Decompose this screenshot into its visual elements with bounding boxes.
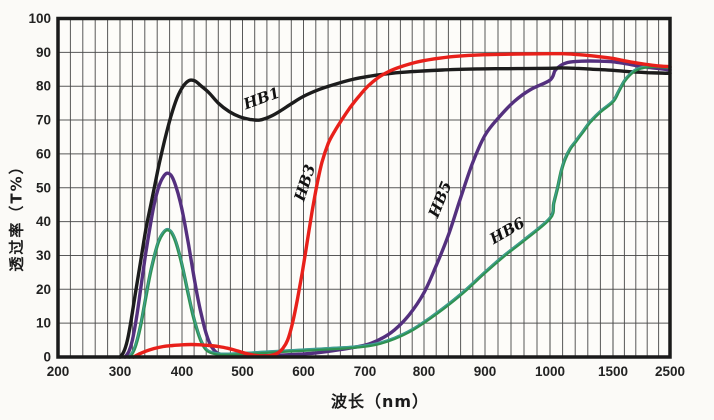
x-tick-label: 900 — [474, 364, 497, 379]
x-tick-label: 300 — [109, 364, 132, 379]
y-tick-label: 30 — [36, 248, 51, 263]
plot-border — [56, 16, 672, 359]
x-axis-title: 波长（nm） — [330, 392, 430, 411]
x-tick-label: 1000 — [535, 364, 565, 379]
curve-HB6 — [127, 64, 672, 359]
y-tick-label: 20 — [36, 282, 51, 297]
y-tick-label: 90 — [36, 45, 51, 60]
y-tick-label: 60 — [36, 146, 51, 161]
x-tick-label: 500 — [231, 364, 254, 379]
x-tick-label: 800 — [413, 364, 436, 379]
curve-HB3 — [131, 51, 672, 359]
y-axis-title: 透过率（T%） — [7, 157, 26, 272]
y-tick-label: 80 — [36, 79, 51, 94]
curve-HB5 — [123, 59, 672, 359]
y-tick-label: 100 — [28, 11, 51, 26]
x-tick-label: 600 — [292, 364, 315, 379]
x-tick-label: 400 — [171, 364, 194, 379]
curve-HB6-edge — [128, 64, 671, 357]
y-tick-label: 10 — [36, 316, 51, 331]
x-tick-label: 700 — [354, 364, 377, 379]
y-tick-label: 70 — [36, 113, 51, 128]
curve-HB1 — [118, 66, 672, 359]
y-tick-label: 50 — [36, 180, 51, 195]
x-tick-label: 2500 — [655, 364, 685, 379]
y-tick-label: 40 — [36, 214, 51, 229]
x-tick-label: 200 — [47, 364, 70, 379]
y-tick-label: 0 — [43, 350, 51, 365]
x-tick-label: 1500 — [598, 364, 628, 379]
